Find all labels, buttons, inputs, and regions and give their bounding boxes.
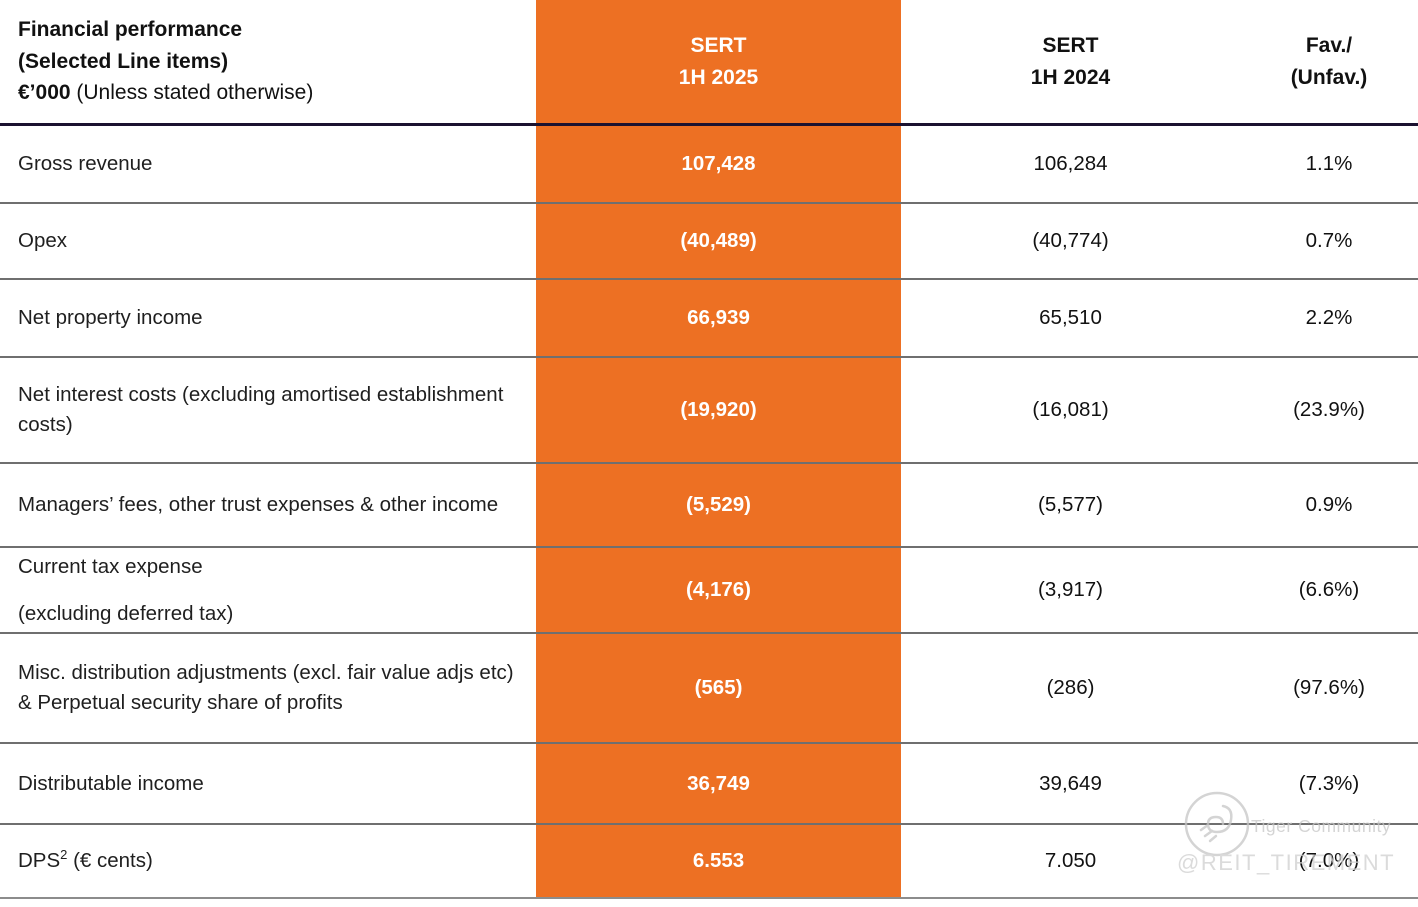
- table-title-cell: Financial performance (Selected Line ite…: [0, 0, 536, 123]
- table-row: Current tax expense (excluding deferred t…: [0, 546, 1418, 632]
- row-label: Opex: [0, 204, 536, 278]
- table-row: DPS2 (€ cents) 6.553 7.050 (7.0%): [0, 823, 1418, 897]
- value-sert-2024: (286): [1046, 676, 1095, 699]
- value-sert-2024: 39,649: [1039, 771, 1102, 795]
- column-header-sert-2024: SERT 1H 2024: [901, 0, 1240, 123]
- table-row: Net property income 66,939 65,510 2.2%: [0, 278, 1418, 356]
- fav-unfav-header-line2: (Unfav.): [1290, 65, 1368, 89]
- sert-2025-header-line1: SERT: [690, 34, 747, 57]
- value-sert-2024: 65,510: [1039, 306, 1102, 329]
- table-header-row: Financial performance (Selected Line ite…: [0, 0, 1418, 126]
- value-sert-2024: (3,917): [1038, 578, 1103, 601]
- value-sert-2025: 6.553: [536, 825, 901, 897]
- sert-2025-header-line2: 1H 2025: [678, 65, 759, 89]
- row-label: Net property income: [0, 280, 536, 356]
- row-label-suffix: (€ cents): [67, 849, 153, 873]
- table-row: Distributable income 36,749 39,649 (7.3%): [0, 742, 1418, 823]
- value-fav-unfav: 0.7%: [1305, 229, 1353, 252]
- value-sert-2025: (19,920): [536, 358, 901, 462]
- value-sert-2025: (565): [536, 634, 901, 742]
- table-row: Managers’ fees, other trust expenses & o…: [0, 462, 1418, 546]
- sert-2024-header-line2: 1H 2024: [1030, 65, 1111, 89]
- table-title-line2: (Selected Line items): [18, 49, 229, 73]
- value-sert-2024: (5,577): [1038, 493, 1103, 516]
- value-sert-2025: 36,749: [536, 744, 901, 823]
- row-label-text: Net interest costs (excluding amortised …: [18, 383, 504, 436]
- row-label-text: DPS2 (€ cents): [18, 846, 153, 876]
- row-label-text-line2: (excluding deferred tax): [18, 601, 234, 625]
- value-sert-2025: 66,939: [536, 280, 901, 356]
- value-sert-2025: (40,489): [536, 204, 901, 278]
- value-sert-2025: 107,428: [536, 126, 901, 202]
- row-label-superscript: 2: [60, 847, 68, 863]
- table-units-bold: €’000: [18, 81, 71, 105]
- value-fav-unfav: (7.3%): [1298, 771, 1360, 795]
- value-sert-2024: (40,774): [1032, 229, 1109, 252]
- sert-2024-header-line1: SERT: [1042, 34, 1099, 57]
- row-label-text: Opex: [18, 229, 67, 253]
- row-label-text: Gross revenue: [18, 152, 153, 176]
- table-row: Opex (40,489) (40,774) 0.7%: [0, 202, 1418, 278]
- value-sert-2025: (5,529): [536, 464, 901, 546]
- value-sert-2024: 106,284: [1033, 152, 1108, 175]
- row-label: Misc. distribution adjustments (excl. fa…: [0, 634, 536, 742]
- row-label-text: Current tax expense: [18, 554, 203, 578]
- value-fav-unfav: (6.6%): [1298, 578, 1360, 601]
- row-label-text: Misc. distribution adjustments (excl. fa…: [18, 661, 514, 714]
- table-title-line3: €’000 (Unless stated otherwise): [18, 77, 313, 109]
- row-label: Gross revenue: [0, 126, 536, 202]
- row-label: Managers’ fees, other trust expenses & o…: [0, 464, 536, 546]
- fav-unfav-header-line1: Fav./: [1305, 34, 1353, 57]
- column-header-fav-unfav: Fav./ (Unfav.): [1240, 0, 1418, 123]
- table-units-note: (Unless stated otherwise): [70, 81, 314, 105]
- value-fav-unfav: 2.2%: [1305, 306, 1353, 329]
- value-fav-unfav: 1.1%: [1305, 152, 1353, 175]
- table-row: Net interest costs (excluding amortised …: [0, 356, 1418, 462]
- value-fav-unfav: 0.9%: [1305, 493, 1353, 516]
- value-sert-2025: (4,176): [536, 548, 901, 632]
- table-title-line1: Financial performance: [18, 18, 243, 42]
- table-row: Misc. distribution adjustments (excl. fa…: [0, 632, 1418, 742]
- column-header-sert-2025: SERT 1H 2025: [536, 0, 901, 123]
- value-fav-unfav: (97.6%): [1293, 676, 1365, 699]
- row-label: Current tax expense (excluding deferred t…: [0, 548, 536, 632]
- value-sert-2024: (16,081): [1032, 398, 1109, 421]
- table-row: Gross revenue 107,428 106,284 1.1%: [0, 126, 1418, 202]
- row-label-prefix: DPS: [18, 849, 61, 873]
- value-fav-unfav: (23.9%): [1293, 398, 1365, 421]
- row-label: DPS2 (€ cents): [0, 825, 536, 897]
- row-label-text: Managers’ fees, other trust expenses & o…: [18, 493, 499, 517]
- row-label-text: Distributable income: [18, 771, 204, 795]
- row-label: Distributable income: [0, 744, 536, 823]
- value-fav-unfav: (7.0%): [1298, 849, 1360, 872]
- row-label: Net interest costs (excluding amortised …: [0, 358, 536, 462]
- value-sert-2024: 7.050: [1044, 849, 1097, 872]
- row-label-text: Net property income: [18, 306, 203, 330]
